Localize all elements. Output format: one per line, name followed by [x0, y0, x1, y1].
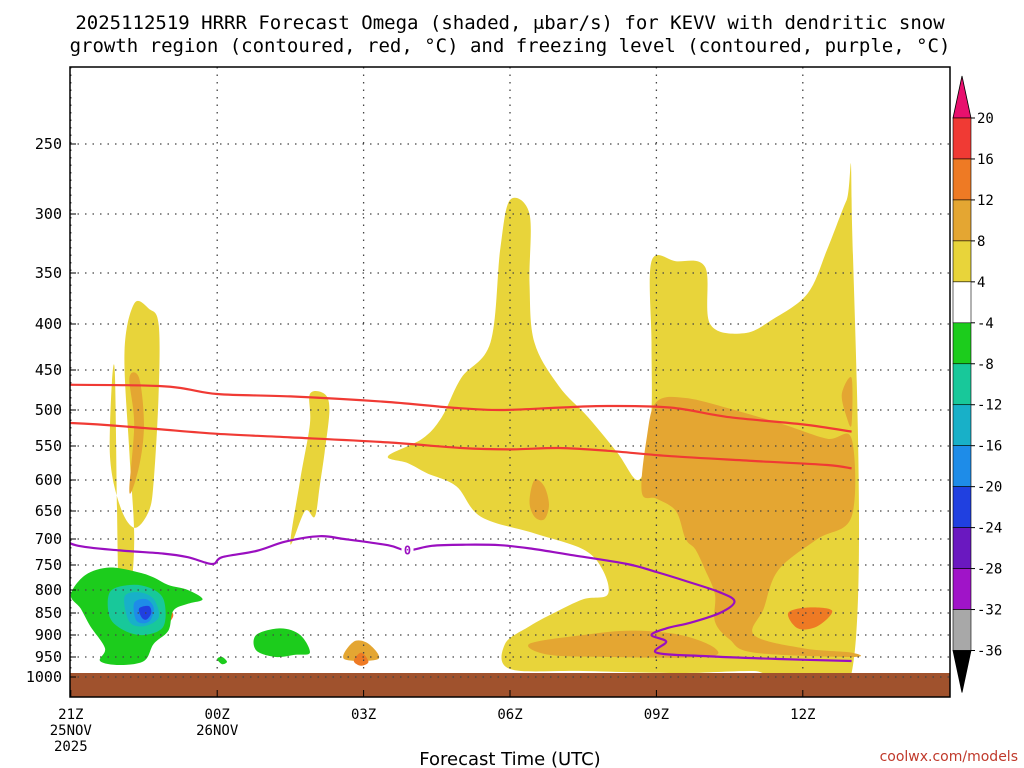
colorbar-label: 16: [977, 152, 994, 168]
x-axis-label: Forecast Time (UTC): [419, 749, 600, 768]
dendritic-contour-1: [70, 421, 852, 470]
site-credit[interactable]: coolwx.com/models: [880, 749, 1018, 765]
colorbar-bin-6: [952, 322, 972, 365]
colorbar-bin-1: [952, 117, 972, 160]
y-tick-label: 850: [35, 604, 62, 622]
chart-title-line1: 2025112519 HRRR Forecast Omega (shaded, …: [75, 12, 945, 34]
colorbar-label: 8: [977, 234, 985, 250]
y-tick-label: 300: [35, 205, 62, 223]
y-tick-label: 350: [35, 264, 62, 282]
y-tick-label: 550: [35, 437, 62, 455]
colorbar-bin-9: [952, 445, 972, 487]
colorbar-bin-7: [952, 363, 972, 406]
colorbar-label: -8: [977, 357, 994, 373]
colorbar-label: -4: [977, 316, 994, 332]
x-tick-label: 25NOV: [50, 723, 93, 739]
y-tick-label: 250: [35, 135, 62, 153]
x-tick-label: 00Z: [205, 707, 230, 723]
y-tick-label: 800: [35, 581, 62, 599]
omega-region-1-4: [343, 640, 380, 662]
colorbar-bin-3: [952, 199, 972, 242]
colorbar-bin-11: [952, 527, 972, 569]
omega-region-1-5: [841, 376, 853, 427]
y-tick-label: 750: [35, 556, 62, 574]
colorbar-label: -32: [977, 603, 1002, 619]
colorbar-label: -28: [977, 562, 1002, 578]
omega-region-0-1: [290, 391, 330, 545]
dendritic-contour-0: [70, 383, 852, 433]
y-tick-label: 950: [35, 648, 62, 666]
colorbar-label: 12: [977, 193, 994, 209]
x-tick-label: 2025: [54, 739, 88, 755]
colorbar-bin-10: [952, 486, 972, 528]
y-tick-label: 600: [35, 471, 62, 489]
colorbar: 20 16 12 8 4 -4 -8 -12 -16 -20 -24 -28 -32 -36: [952, 75, 1002, 693]
omega-region-1-0: [129, 372, 144, 494]
colorbar-arrow-bottom: [952, 650, 972, 693]
colorbar-bin-5: [952, 281, 972, 324]
x-tick-label: 26NOV: [196, 723, 239, 739]
y-tick-label: 650: [35, 502, 62, 520]
colorbar-label: -20: [977, 480, 1002, 496]
colorbar-bin-2: [952, 158, 972, 201]
colorbar-label: -24: [977, 521, 1002, 537]
freezing-level-contour: [70, 535, 852, 663]
y-tick-label: 400: [35, 315, 62, 333]
colorbar-label: -12: [977, 398, 1002, 414]
colorbar-bin-12: [952, 568, 972, 610]
omega-region-3-2: [217, 656, 227, 665]
freezing-level-label: 0: [404, 543, 411, 557]
freezing-label-bg: [401, 542, 414, 559]
colorbar-arrow-top: [952, 75, 972, 119]
colorbar-label: 4: [977, 275, 985, 291]
x-tick-label: 21Z: [58, 707, 83, 723]
x-tick-label: 03Z: [351, 707, 376, 723]
chart-title-line2: growth region (contoured, red, °C) and f…: [70, 35, 951, 57]
y-tick-label: 1000: [26, 668, 62, 686]
x-tick-label: 06Z: [497, 707, 522, 723]
contours: 0: [70, 383, 852, 663]
colorbar-bin-4: [952, 240, 972, 283]
x-tick-label: 09Z: [644, 707, 669, 723]
plot-area: 0: [70, 67, 950, 697]
colorbar-label: 20: [977, 111, 994, 127]
omega-region-1-3: [529, 479, 549, 521]
colorbar-bin-8: [952, 404, 972, 446]
y-axis: 250 300 350 400 450 500 550 600 650 700 750 800 850 9…: [26, 135, 76, 686]
omega-shading: [70, 163, 861, 697]
omega-region-1-2: [641, 396, 861, 657]
colorbar-label: -16: [977, 439, 1002, 455]
omega-region-1-1: [528, 630, 719, 658]
omega-region-2-1: [353, 652, 369, 666]
y-tick-label: 700: [35, 530, 62, 548]
x-tick-label: 12Z: [790, 707, 815, 723]
y-tick-label: 900: [35, 626, 62, 644]
y-tick-label: 500: [35, 401, 62, 419]
colorbar-label: -36: [977, 644, 1002, 660]
colorbar-bin-13: [952, 609, 972, 651]
y-tick-label: 450: [35, 361, 62, 379]
